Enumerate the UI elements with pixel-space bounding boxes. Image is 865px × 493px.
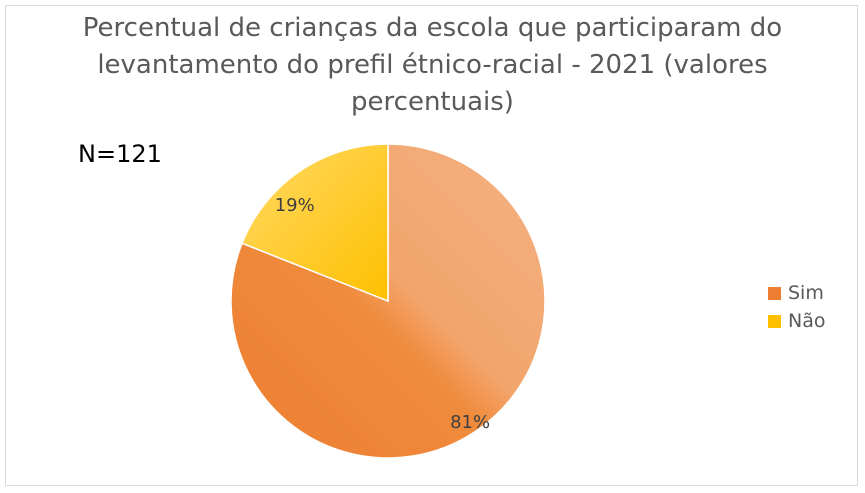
- sample-size-annotation: N=121: [78, 140, 162, 168]
- legend-label-nao: Não: [788, 310, 826, 332]
- chart-title: Percentual de crianças da escola que par…: [0, 10, 865, 121]
- data-label-nao: 19%: [275, 195, 315, 216]
- legend-swatch-sim: [768, 286, 781, 300]
- legend: Sim Não: [768, 279, 825, 335]
- legend-item-nao: Não: [768, 307, 825, 335]
- legend-label-sim: Sim: [788, 282, 824, 304]
- pie-slice-nao: [241, 143, 389, 303]
- chart-title-line-1: Percentual de crianças da escola que par…: [82, 13, 783, 43]
- chart-title-line-3: percentuais): [351, 87, 514, 117]
- legend-swatch-nao: [768, 314, 781, 328]
- legend-item-sim: Sim: [768, 279, 825, 307]
- chart-title-line-2: levantamento do prefil étnico-racial - 2…: [97, 50, 768, 80]
- data-label-sim: 81%: [450, 412, 490, 433]
